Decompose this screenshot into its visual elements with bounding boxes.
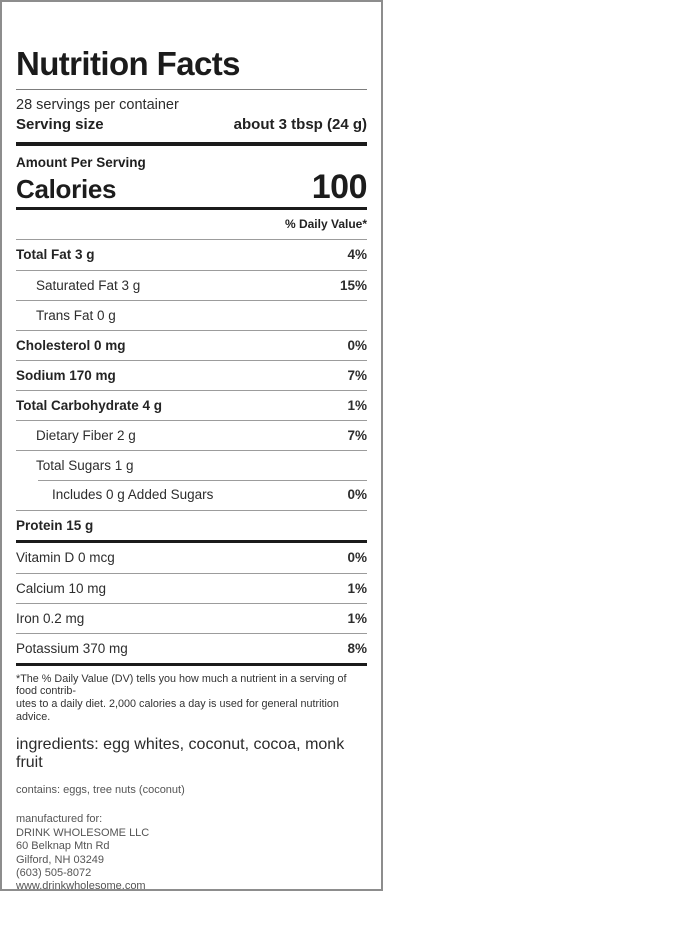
calories-row: Calories 100 (16, 168, 368, 207)
nutrient-daily-value: 1% (347, 397, 367, 413)
daily-value-footnote: *The % Daily Value (DV) tells you how mu… (16, 666, 367, 724)
allergen-contains-text: contains: eggs, tree nuts (coconut) (16, 784, 185, 797)
nutrient-name: Total Sugars 1 g (36, 457, 134, 473)
nutrient-daily-value: 4% (347, 247, 367, 263)
vitamin-daily-value: 1% (347, 580, 367, 596)
vitamin-rows: Vitamin D 0 mcg 0% Calcium 10 mg 1% Iron… (16, 543, 367, 663)
nutrient-row: Cholesterol 0 mg 0% (16, 329, 367, 360)
footnote-line: utes to a daily diet. 2,000 calories a d… (16, 697, 339, 723)
vitamin-name: Calcium 10 mg (16, 580, 107, 596)
nutrient-row: Protein 15 g (16, 509, 367, 540)
nutrient-row: Includes 0 g Added Sugars 0% (16, 479, 367, 510)
nutrient-daily-value: 15% (339, 277, 367, 293)
nutrient-daily-value: 7% (347, 427, 367, 443)
nutrient-name: Saturated Fat 3 g (36, 277, 141, 293)
calories-value: 100 (311, 168, 368, 207)
vitamin-row: Iron 0.2 mg 1% (16, 602, 367, 633)
nutrition-facts-label: Nutrition Facts 28 servings per containe… (0, 0, 383, 893)
manufacturer-line: Gilford, NH 03249 (16, 853, 105, 866)
section-bar (16, 206, 367, 210)
nutrient-row: Dietary Fiber 2 g 7% (16, 419, 367, 450)
section-bar (16, 142, 367, 147)
section-bar (16, 662, 367, 666)
nutrient-name: Includes 0 g Added Sugars (52, 487, 214, 503)
manufacturer-line: manufactured for: (16, 813, 103, 826)
ingredients-text: ingredients: egg whites, coconut, cocoa,… (16, 736, 345, 772)
label-title: Nutrition Facts (16, 45, 240, 82)
manufacturer-line: www.drinkwholesome.com (16, 880, 146, 893)
nutrient-rows: Total Fat 3 g 4% Saturated Fat 3 g 15% T… (16, 238, 367, 540)
nutrient-name: Total Carbohydrate 4 g (16, 397, 163, 413)
nutrient-name: Total Fat 3 g (16, 247, 95, 263)
nutrient-name: Dietary Fiber 2 g (36, 427, 136, 443)
nutrient-row: Total Carbohydrate 4 g 1% (16, 389, 367, 420)
servings-per-container: 28 servings per container (16, 97, 179, 114)
section-bar (16, 539, 367, 543)
vitamin-daily-value: 1% (347, 610, 367, 626)
nutrient-name: Sodium 170 mg (16, 367, 116, 383)
manufacturer-block: manufactured for: DRINK WHOLESOME LLC 60… (16, 813, 367, 893)
nutrient-row: Trans Fat 0 g (16, 299, 367, 330)
vitamin-name: Iron 0.2 mg (16, 610, 85, 626)
vitamin-daily-value: 8% (347, 640, 367, 656)
nutrient-name: Protein 15 g (16, 517, 94, 533)
nutrient-daily-value: 7% (347, 367, 367, 383)
amount-per-serving-label: Amount Per Serving (16, 155, 146, 171)
manufacturer-line: (603) 505-8072 (16, 867, 92, 879)
nutrient-row: Saturated Fat 3 g 15% (16, 269, 367, 300)
nutrient-row: Sodium 170 mg 7% (16, 359, 367, 390)
nutrient-row: Total Sugars 1 g (16, 449, 367, 480)
vitamin-row: Vitamin D 0 mcg 0% (16, 543, 367, 573)
serving-size-value: about 3 tbsp (24 g) (233, 116, 367, 134)
vitamin-name: Vitamin D 0 mcg (16, 550, 115, 566)
footnote-line: *The % Daily Value (DV) tells you how mu… (16, 672, 347, 698)
vitamin-row: Calcium 10 mg 1% (16, 572, 367, 603)
vitamin-row: Potassium 370 mg 8% (16, 632, 367, 663)
nutrient-daily-value: 0% (347, 487, 367, 503)
nutrient-daily-value: 0% (347, 337, 367, 353)
daily-value-header: % Daily Value* (284, 216, 367, 231)
title-divider (16, 89, 367, 91)
nutrient-name: Trans Fat 0 g (36, 307, 116, 323)
serving-size-label: Serving size (16, 116, 104, 134)
calories-label: Calories (16, 173, 117, 204)
manufacturer-line: DRINK WHOLESOME LLC (16, 826, 150, 839)
nutrient-row: Total Fat 3 g 4% (16, 240, 367, 270)
vitamin-daily-value: 0% (347, 550, 367, 566)
vitamin-name: Potassium 370 mg (16, 640, 128, 656)
serving-size-row: Serving size about 3 tbsp (24 g) (16, 116, 367, 142)
nutrient-name: Cholesterol 0 mg (16, 337, 126, 353)
manufacturer-line: 60 Belknap Mtn Rd (16, 840, 110, 853)
